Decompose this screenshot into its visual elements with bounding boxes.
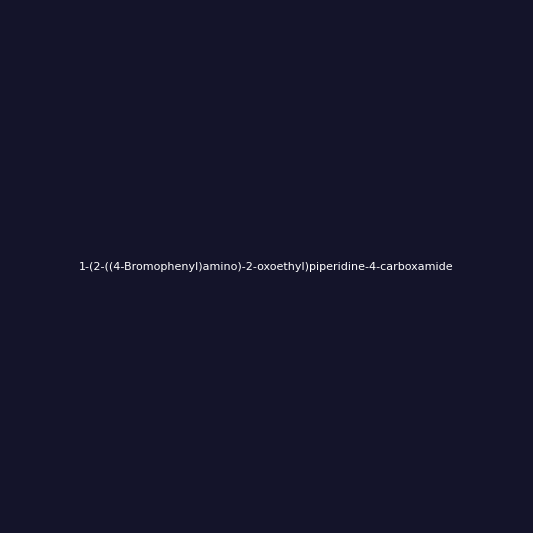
Text: 1-(2-((4-Bromophenyl)amino)-2-oxoethyl)piperidine-4-carboxamide: 1-(2-((4-Bromophenyl)amino)-2-oxoethyl)p… xyxy=(79,262,454,271)
